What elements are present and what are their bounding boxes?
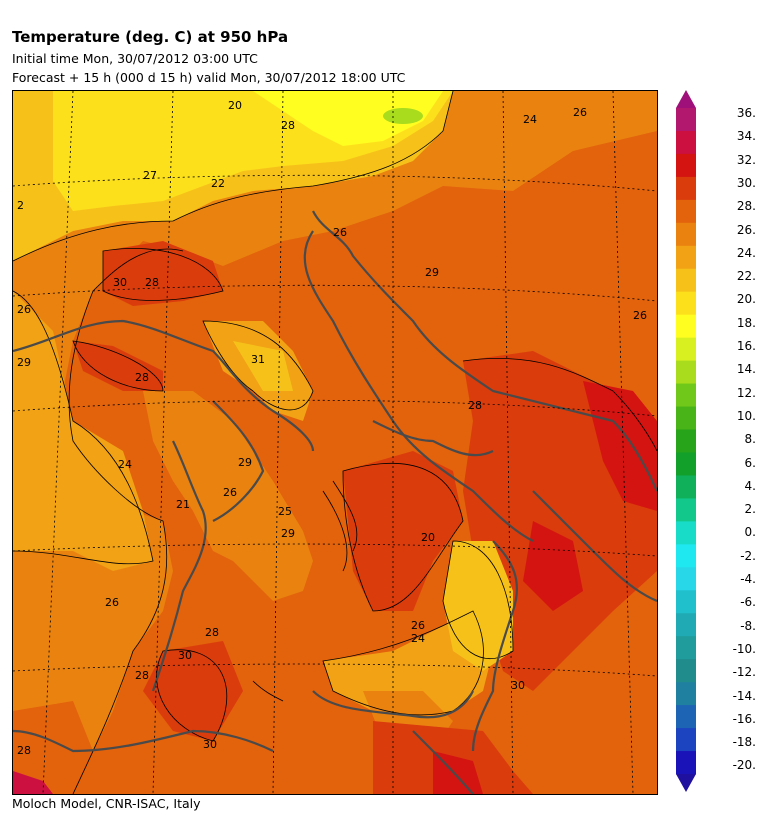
contour-label: 30 [511, 679, 525, 692]
colorbar-tick-label: 34. [736, 129, 756, 144]
colorbar-swatch [676, 314, 696, 339]
contour-label: 24 [523, 113, 537, 126]
forecast-time-text: Forecast + 15 h (000 d 15 h) valid Mon, … [12, 70, 406, 85]
colorbar-swatch [676, 682, 696, 706]
colorbar-swatch [676, 199, 696, 224]
colorbar-tick-label: -4. [740, 572, 756, 586]
colorbar-tick-label: 8. [744, 432, 756, 447]
colorbar-swatch [676, 222, 696, 247]
contour-label: 29 [281, 527, 295, 540]
colorbar-swatch [676, 360, 696, 385]
contour-label: 29 [425, 266, 439, 279]
contour-label: 26 [105, 596, 119, 609]
colorbar [674, 88, 698, 798]
colorbar-tick-label: 12. [736, 385, 756, 400]
contour-label: 26 [17, 303, 31, 316]
colorbar-swatch [676, 498, 696, 522]
colorbar-tick-label: 6. [744, 455, 756, 470]
contour-label: 28 [135, 669, 149, 682]
colorbar-swatch [676, 245, 696, 270]
contour-label: 26 [411, 619, 425, 632]
colorbar-tick-label: -16. [732, 711, 756, 726]
colorbar-swatch [676, 337, 696, 362]
contour-label: 20 [228, 99, 242, 112]
colorbar-swatch [676, 268, 696, 293]
colorbar-tick-label: -14. [732, 688, 756, 703]
colorbar-tick-label: -18. [732, 735, 756, 750]
colorbar-swatch [676, 108, 696, 132]
colorbar-tick-label: 24. [736, 245, 756, 260]
model-credit: Moloch Model, CNR-ISAC, Italy [12, 796, 201, 811]
contour-label: 31 [251, 353, 265, 366]
contour-label: 28 [281, 119, 295, 132]
colorbar-swatch [676, 452, 696, 476]
colorbar-tick-label: 16. [736, 339, 756, 353]
contour-label: 25 [278, 505, 292, 518]
colorbar-tick-label: 22. [736, 269, 756, 284]
contour-label: 28 [17, 744, 31, 757]
colorbar-swatch [676, 406, 696, 431]
contour-label: 26 [223, 486, 237, 499]
contour-label: 28 [468, 399, 482, 412]
colorbar-tick-label: -8. [740, 618, 756, 633]
colorbar-swatch [676, 383, 696, 408]
chart-title: Temperature (deg. C) at 950 hPa [12, 28, 289, 46]
colorbar-swatch [676, 153, 696, 178]
contour-label: 30 [113, 276, 127, 289]
colorbar-tick-label: 26. [736, 222, 756, 237]
colorbar-swatch [676, 475, 696, 499]
colorbar-swatch [676, 291, 696, 316]
contour-label: 28 [145, 276, 159, 289]
contour-label: 28 [135, 371, 149, 384]
contour-label: 30 [203, 738, 217, 751]
colorbar-swatch [676, 521, 696, 545]
contour-label: 26 [573, 106, 587, 119]
colorbar-tick-label: 28. [736, 199, 756, 214]
contour-label: 22 [211, 177, 225, 190]
contour-label: 29 [238, 456, 252, 469]
colorbar-swatch [676, 176, 696, 201]
initial-time-text: Initial time Mon, 30/07/2012 03:00 UTC [12, 51, 258, 66]
contour-label: 26 [633, 309, 647, 322]
colorbar-swatch [676, 590, 696, 614]
temperature-map: 20 28 24 26 27 22 2 26 30 28 29 26 29 28… [12, 90, 658, 795]
colorbar-swatch [676, 705, 696, 729]
colorbar-tick-label: -10. [732, 641, 756, 656]
colorbar-tick-label: 32. [736, 152, 756, 167]
contour-label: 20 [421, 531, 435, 544]
contour-label: 30 [178, 649, 192, 662]
colorbar-swatch [676, 636, 696, 660]
colorbar-swatch [676, 613, 696, 637]
colorbar-swatch [676, 728, 696, 752]
colorbar-tick-label: 18. [736, 315, 756, 330]
colorbar-tick-label: 0. [744, 525, 756, 540]
contour-label: 26 [333, 226, 347, 239]
colorbar-swatch [676, 130, 696, 155]
colorbar-swatch [676, 544, 696, 568]
colorbar-bottom-arrow [676, 774, 696, 792]
colorbar-tick-label: 20. [736, 292, 756, 307]
colorbar-tick-label: 4. [744, 478, 756, 493]
colorbar-tick-label: -20. [732, 758, 756, 773]
colorbar-tick-label: 30. [736, 175, 756, 190]
contour-label: 28 [205, 626, 219, 639]
colorbar-tick-label: -6. [740, 595, 756, 610]
contour-label: 21 [176, 498, 190, 511]
colorbar-tick-label: -12. [732, 665, 756, 680]
colorbar-tick-label: 14. [736, 362, 756, 377]
colorbar-swatch [676, 659, 696, 683]
colorbar-swatch [676, 751, 696, 775]
contour-label: 24 [118, 458, 132, 471]
contour-label: 2 [17, 199, 24, 212]
colorbar-swatch [676, 567, 696, 591]
contour-label: 24 [411, 632, 425, 645]
contour-label: 27 [143, 169, 157, 182]
contour-label: 29 [17, 356, 31, 369]
colorbar-tick-label: 2. [744, 502, 756, 517]
colorbar-tick-label: 36. [736, 106, 756, 120]
colorbar-tick-label: 10. [736, 408, 756, 423]
colorbar-swatch [676, 429, 696, 453]
colorbar-tick-label: -2. [740, 548, 756, 563]
colorbar-top-arrow [676, 90, 696, 108]
